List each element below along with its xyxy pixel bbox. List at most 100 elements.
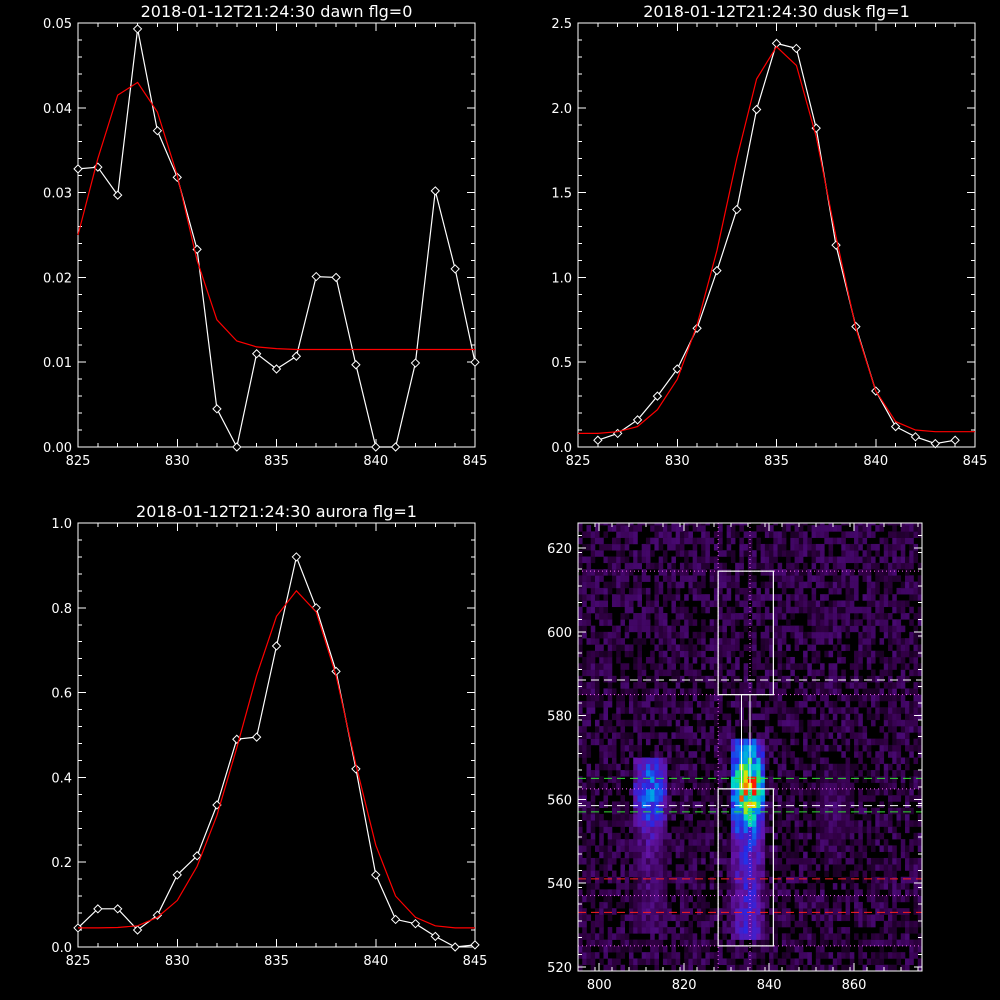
- data-point-marker: [371, 870, 381, 880]
- x-tick-label: 835: [764, 454, 789, 469]
- x-tick-label: 825: [566, 454, 591, 469]
- y-tick-label: 0.00: [43, 441, 72, 456]
- y-tick-label: 540: [547, 877, 572, 892]
- x-tick-label: 835: [264, 954, 289, 969]
- x-tick-label: 840: [757, 978, 782, 993]
- box-connector: [741, 694, 751, 790]
- data-point-marker: [251, 732, 262, 742]
- x-tick-label: 800: [587, 978, 612, 993]
- x-tick-label: 820: [672, 978, 697, 993]
- y-tick-label: 560: [547, 793, 572, 808]
- data-point-marker: [390, 914, 401, 925]
- axes-frame: [77, 22, 476, 448]
- y-tick-label: 600: [547, 626, 572, 641]
- data-point-marker: [751, 104, 762, 115]
- data-point-marker: [291, 552, 302, 562]
- plot-title: 2018-01-12T21:24:30 dawn flg=0: [141, 2, 413, 21]
- y-tick-label: 0.02: [43, 271, 72, 286]
- y-tick-label: 520: [547, 961, 572, 976]
- data-point-marker: [73, 164, 83, 174]
- y-tick-label: 0.2: [51, 856, 72, 871]
- axes-frame: [77, 522, 476, 948]
- data-series-line: [597, 42, 956, 445]
- data-point-marker: [192, 851, 202, 861]
- data-point-marker: [112, 190, 123, 200]
- x-tick-label: 825: [66, 954, 91, 969]
- y-tick-label: 0.5: [551, 356, 572, 371]
- data-point-marker: [652, 391, 663, 401]
- data-point-marker: [232, 442, 242, 452]
- data-point-marker: [450, 942, 460, 952]
- data-point-marker: [311, 271, 321, 282]
- x-tick-label: 840: [363, 954, 388, 969]
- data-point-marker: [410, 358, 421, 368]
- y-tick-label: 2.0: [551, 102, 572, 117]
- data-point-marker: [152, 910, 163, 920]
- data-point-marker: [371, 442, 381, 452]
- data-point-marker: [212, 404, 222, 414]
- x-tick-label: 840: [363, 454, 388, 469]
- data-point-marker: [593, 435, 603, 445]
- plot-title: 2018-01-12T21:24:30 aurora flg=1: [136, 502, 417, 521]
- data-point-marker: [351, 360, 361, 370]
- data-point-marker: [950, 435, 960, 445]
- data-point-marker: [311, 603, 321, 613]
- data-point-marker: [910, 432, 921, 442]
- y-tick-label: 0.6: [51, 687, 72, 702]
- y-tick-label: 0.05: [43, 17, 72, 32]
- data-point-marker: [450, 264, 460, 274]
- x-tick-label: 830: [165, 454, 190, 469]
- data-point-marker: [470, 940, 480, 950]
- data-point-marker: [930, 438, 941, 449]
- x-tick-label: 845: [463, 954, 488, 969]
- data-point-marker: [672, 364, 682, 374]
- y-tick-label: 0.8: [51, 602, 72, 617]
- data-point-marker: [112, 904, 123, 914]
- x-tick-label: 840: [863, 454, 888, 469]
- y-tick-label: 1.0: [551, 271, 572, 286]
- x-tick-label: 830: [165, 954, 190, 969]
- data-point-marker: [93, 904, 103, 914]
- data-point-marker: [632, 415, 643, 425]
- intensity-image-plot: 800 820 840 860 520 540 560 580 600 620: [547, 522, 923, 993]
- y-tick-label: 2.5: [551, 17, 572, 32]
- y-tick-label: 0.0: [551, 441, 572, 456]
- aurora-spectrum-plot: 825 830 835 840 845 0.0 0.2 0.4 0.6 0.8 1.0 2018-01…: [51, 502, 487, 969]
- y-tick-label: 0.01: [43, 356, 72, 371]
- data-series-line: [77, 28, 476, 449]
- x-tick-label: 830: [665, 454, 690, 469]
- x-tick-label: 860: [842, 978, 867, 993]
- data-point-marker: [152, 125, 163, 136]
- data-point-marker: [410, 918, 421, 929]
- heatmap-cells: [578, 523, 922, 971]
- data-point-marker: [470, 357, 480, 367]
- data-point-marker: [712, 265, 722, 276]
- data-point-marker: [132, 24, 143, 34]
- dusk-spectrum-plot: 825 830 835 840 845 0.0 0.5 1.0 1.5 2.0 2.5 2018-01…: [551, 2, 987, 469]
- y-tick-label: 0.04: [43, 102, 72, 117]
- data-point-marker: [271, 641, 282, 651]
- dawn-spectrum-plot: 825 830 835 840 845 0.00 0.01 0.02 0.03 0.04 0.05 2…: [43, 2, 487, 469]
- x-tick-label: 835: [264, 454, 289, 469]
- y-tick-label: 580: [547, 710, 572, 725]
- data-point-marker: [390, 442, 401, 452]
- data-point-marker: [430, 931, 441, 942]
- x-tick-label: 845: [463, 454, 488, 469]
- plot-title: 2018-01-12T21:24:30 dusk flg=1: [643, 2, 910, 21]
- y-tick-label: 620: [547, 542, 572, 557]
- data-point-marker: [172, 870, 182, 880]
- data-point-marker: [132, 925, 143, 935]
- data-point-marker: [331, 272, 341, 283]
- data-point-marker: [271, 364, 282, 374]
- axes-frame: [577, 522, 923, 972]
- data-point-marker: [732, 204, 742, 215]
- axes-frame: [577, 22, 976, 448]
- x-tick-label: 845: [963, 454, 988, 469]
- y-tick-label: 0.03: [43, 187, 72, 202]
- data-point-marker: [430, 186, 441, 196]
- y-tick-label: 0.0: [51, 941, 72, 956]
- data-point-marker: [791, 43, 802, 54]
- y-tick-label: 0.4: [51, 771, 72, 786]
- fit-curve-line: [578, 45, 975, 434]
